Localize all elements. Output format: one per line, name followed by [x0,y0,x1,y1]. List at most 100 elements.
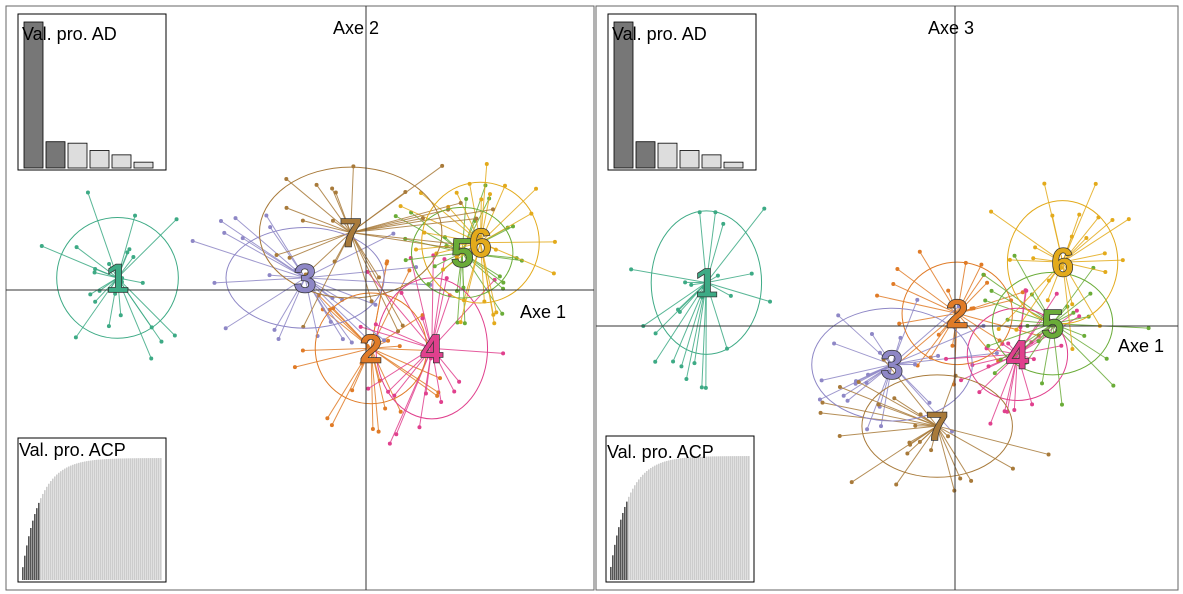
right-group-6-point [1120,258,1125,263]
left-group-7-ray [350,218,477,234]
left-acp-bar [134,458,136,580]
right-acp-bar [682,458,684,580]
left-group-6-ellipse [421,181,540,304]
right-group-3-ray [871,333,893,365]
right-group-7-point [905,451,910,456]
left-group-6-point [398,204,403,209]
right-group-5-ray [1000,323,1053,361]
right-group-6-point [1103,270,1108,275]
left-group-6-label: 6 [469,222,491,266]
right-group-2-point [917,249,922,254]
right-group-3-point [869,332,874,337]
right-group-6-point [1014,327,1019,332]
left-acp-bar [74,464,76,580]
left-group-4-ray [431,255,434,349]
right-group-4-point [1030,402,1035,407]
right-group-4-ray [1017,353,1035,360]
right-acp-bar [646,471,648,580]
right-group-6-point [1045,298,1050,303]
left-group-7-ray [350,209,449,234]
right-group-7-point [935,425,940,430]
left-group-3-ray [278,277,306,340]
right-acp-bar [626,501,628,580]
right-acp-bar [728,456,730,580]
left-group-6-ray [480,242,497,251]
right-group-5-point [1071,310,1076,315]
left-inset-acp-title: Val. pro. ACP [19,440,126,460]
left-group-7-point [396,329,401,334]
left-group-1-ray [94,272,118,279]
left-group-3-point [340,337,345,342]
left-acp-bar [114,458,116,580]
left-group-3-point [267,273,272,278]
left-group-3-ray [192,240,306,279]
right-group-6-ellipse [1006,200,1119,325]
right-acp-bar [632,488,634,580]
right-group-7-ray [930,425,938,451]
left-ad-bar [67,142,88,169]
left-group-7-point [303,272,308,277]
right-group-4-point [1077,314,1082,319]
right-acp-bar [700,456,702,580]
right-group-7-ray [936,375,957,427]
left-group-7-point [284,205,289,210]
left-group-6-point [413,247,418,252]
left-acp-bar [116,458,118,580]
right-group-7-point [876,402,881,407]
right-group-1-ray [685,282,707,380]
left-group-1-point [97,288,102,293]
left-group-6-point [422,230,427,235]
right-group-7-ellipse [861,374,1013,478]
left-group-6-ray [442,242,481,270]
left-group-1-point [133,213,138,218]
right-acp-bar [630,492,632,580]
left-group-2-ray [370,348,402,412]
right-group-2-ray [956,264,982,314]
left-group-3-point [276,337,281,342]
left-ad-bar [133,161,154,169]
left-acp-bar [118,458,120,580]
right-acp-bar [672,459,674,580]
right-group-4-ray [1017,315,1046,355]
right-group-6-label: 6 [1051,241,1073,285]
left-group-6-point [454,254,459,259]
left-group-3-ray [304,233,394,279]
right-group-2-ray [930,313,958,358]
right-acp-bar [744,456,746,580]
left-group-3-ray [265,215,306,279]
right-acp-bar [666,460,668,580]
right-group-5-ray [1052,323,1063,405]
right-group-5-point [1082,333,1087,338]
right-group-3-point [912,362,917,367]
right-group-2-ray [947,290,958,314]
right-ad-bar [613,21,634,169]
right-group-2-ray [917,313,958,366]
left-group-1-point [92,270,97,275]
right-group-5-point [986,343,991,348]
left-group-7-ray [350,232,404,326]
left-group-7-ray [350,166,354,233]
right-group-7-point [849,480,854,485]
left-group-1-ray [117,215,136,278]
right-group-5-ray [1025,323,1053,363]
right-inset-ad-title: Val. pro. AD [612,24,707,44]
right-group-5-point [998,357,1003,362]
left-group-7-point [490,207,495,212]
right-acp-bar [674,459,676,580]
left-acp-bar [52,478,54,580]
left-acp-bar [80,462,82,580]
right-group-2-point [897,321,902,326]
left-group-4-point [501,351,506,356]
left-group-7-point [456,247,461,252]
left-group-2-point [292,365,297,370]
left-acp-bar [34,514,36,580]
right-group-2-point [891,282,896,287]
right-group-1-point [749,271,754,276]
left-group-5-ray [461,252,503,315]
right-group-1-point [689,282,694,287]
right-group-2-ray [893,283,958,314]
left-acp-bar [56,474,58,580]
left-ellipses [56,166,540,420]
left-group-4-point [420,316,425,321]
